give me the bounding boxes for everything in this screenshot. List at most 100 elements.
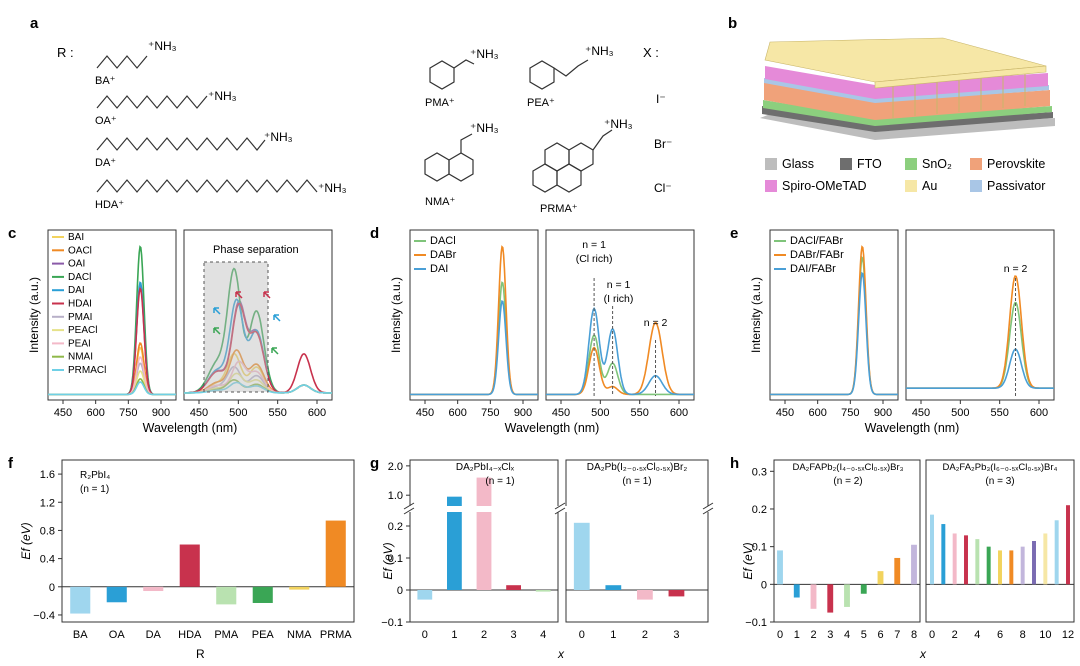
h2-bar-x4 bbox=[975, 539, 980, 585]
g-break-gap bbox=[404, 506, 716, 512]
d-right-x-ticklabel-3: 600 bbox=[670, 407, 688, 419]
d-annot-n2: n = 2 bbox=[644, 317, 668, 329]
c-arrow-0 bbox=[213, 307, 221, 315]
h1-xticklabel-6: 6 bbox=[877, 629, 883, 641]
legend-label-3: Perovskite bbox=[987, 157, 1045, 171]
e-series-dacl-fabr bbox=[770, 255, 898, 396]
bar-panels: 1.6 1.2 0.8 0.4 0 −0.4 Ef (eV) BA OA DA HDA PMA PEA N… bbox=[19, 459, 1075, 641]
d-right-x-ticklabel-1: 500 bbox=[591, 407, 609, 419]
h1-xticklabel-1: 1 bbox=[794, 629, 800, 641]
g-right-title: DA₂Pb(I₂₋₀.₅ₓCl₀.₅ₓ)Br₂ bbox=[587, 462, 688, 473]
g-left-n: (n = 1) bbox=[485, 476, 514, 487]
e-right-x-ticklabel-0: 450 bbox=[912, 407, 930, 419]
e-zoom-series-dabr-fabr bbox=[906, 275, 1054, 389]
da-amine-group: ⁺NH₃ bbox=[264, 130, 293, 144]
pea-amine-group: ⁺NH₃ bbox=[585, 44, 614, 58]
f-bar-ba bbox=[70, 586, 91, 614]
d-right-axes bbox=[545, 229, 695, 401]
h2-bar-x11 bbox=[1054, 520, 1059, 585]
c-right-axes bbox=[183, 229, 333, 401]
prma-amine-group: ⁺NH₃ bbox=[604, 117, 633, 131]
f-yticklabel-4: 0 bbox=[49, 582, 55, 594]
d-right-x-ticklabel-0: 450 bbox=[552, 407, 570, 419]
h1-xticklabel-3: 3 bbox=[827, 629, 833, 641]
c-legend-label-5: HDAI bbox=[68, 299, 92, 310]
e-xlabel: Wavelength (nm) bbox=[865, 421, 960, 435]
device-legend: Glass FTO SnO₂ Perovskite Spiro-OMeTAD Au Pass… bbox=[765, 157, 1045, 193]
c-legend-label-9: NMAI bbox=[68, 352, 93, 363]
c-left-x-ticklabel-0: 450 bbox=[54, 407, 72, 419]
pma-link bbox=[453, 59, 475, 69]
c-left-x-ticklabel-1: 600 bbox=[86, 407, 104, 419]
panel-letter-e: e bbox=[730, 225, 738, 242]
g-axes-1 bbox=[565, 459, 709, 623]
oa-cation-label: OA⁺ bbox=[95, 115, 117, 127]
h1-bar-x3 bbox=[827, 584, 834, 613]
g-yticklabel-2: 0.2 bbox=[388, 521, 403, 533]
device-au-front bbox=[874, 65, 1047, 89]
legend-swatch-glass bbox=[765, 158, 777, 170]
g-xlabel: x bbox=[557, 647, 565, 661]
f-bar-pea bbox=[252, 586, 273, 603]
h1-bar-x1 bbox=[793, 584, 800, 598]
h2-bar-x5 bbox=[986, 546, 991, 585]
h2-xticklabel-10: 10 bbox=[1039, 629, 1051, 641]
g1-xticklabel-1: 1 bbox=[451, 629, 457, 641]
e-legend-label-0: DACl/FABr bbox=[790, 235, 844, 247]
da-chain-structure bbox=[96, 137, 266, 151]
e-legend-label-1: DABr/FABr bbox=[790, 249, 844, 261]
f-xticklabel-pma: PMA bbox=[214, 629, 239, 641]
e-zoom-series-dai-fabr bbox=[906, 348, 1054, 389]
nma-cation-label: NMA⁺ bbox=[425, 196, 455, 208]
h1-xticklabel-7: 7 bbox=[894, 629, 900, 641]
f-xticklabel-nma: NMA bbox=[287, 629, 312, 641]
c-legend-label-4: DAI bbox=[68, 285, 85, 296]
g2-xticklabel-1: 1 bbox=[610, 629, 616, 641]
prma-cation-label: PRMA⁺ bbox=[540, 203, 578, 215]
d-legend-label-0: DACl bbox=[430, 235, 456, 247]
d-legend-label-2: DAI bbox=[430, 263, 448, 275]
d-left-x-ticklabel-1: 600 bbox=[448, 407, 466, 419]
legend-label-0: Glass bbox=[782, 157, 814, 171]
d-left-axes bbox=[409, 229, 539, 401]
c-right-x-ticklabel-0: 450 bbox=[190, 407, 208, 419]
h-yticklabel-4: −0.1 bbox=[745, 617, 767, 629]
nma-ring-b bbox=[448, 152, 474, 182]
e-right-axes bbox=[905, 229, 1055, 401]
h1-bar-x4 bbox=[844, 584, 850, 607]
c-legend-label-10: PRMACl bbox=[68, 365, 106, 376]
h1-xticklabel-5: 5 bbox=[861, 629, 867, 641]
nma-amine-group: ⁺NH₃ bbox=[470, 121, 499, 135]
h2-xticklabel-8: 8 bbox=[1020, 629, 1026, 641]
g-yticklabel-1: 1.0 bbox=[388, 490, 403, 502]
legend-label-1: FTO bbox=[857, 157, 882, 171]
oa-amine-group: ⁺NH₃ bbox=[208, 89, 237, 103]
prma-ring-a bbox=[544, 142, 570, 172]
e-left-x-ticklabel-1: 600 bbox=[808, 407, 826, 419]
c-legend-label-2: OAI bbox=[68, 259, 85, 270]
d-left-x-ticklabel-2: 750 bbox=[481, 407, 499, 419]
prma-ring-c bbox=[532, 163, 558, 193]
e-left-axes bbox=[769, 229, 899, 401]
e-right-x-ticklabel-3: 600 bbox=[1030, 407, 1048, 419]
f-subtitle-n: (n = 1) bbox=[80, 484, 109, 495]
f-xticklabel-prma: PRMA bbox=[320, 629, 352, 641]
c-legend-label-7: PEACl bbox=[68, 325, 97, 336]
e-right-x-ticklabel-1: 500 bbox=[951, 407, 969, 419]
d-legend-label-1: DABr bbox=[430, 249, 457, 261]
c-legend-label-1: OACl bbox=[68, 245, 92, 256]
h1-bar-x6 bbox=[877, 571, 884, 585]
f-xticklabel-pea: PEA bbox=[252, 629, 275, 641]
h1-xticklabel-4: 4 bbox=[844, 629, 850, 641]
c-right-x-ticklabel-1: 500 bbox=[229, 407, 247, 419]
g-yticklabel-5: −0.1 bbox=[381, 617, 403, 629]
oa-chain-structure bbox=[96, 95, 208, 109]
h-axes-1 bbox=[925, 459, 1075, 623]
g2-bar-x3 bbox=[668, 590, 685, 597]
anion-chloride: Cl⁻ bbox=[654, 181, 672, 195]
g-axes-0 bbox=[409, 459, 559, 623]
d-left-x-ticklabel-0: 450 bbox=[416, 407, 434, 419]
f-yticklabel-2: 0.8 bbox=[40, 525, 55, 537]
h2-xticklabel-4: 4 bbox=[974, 629, 980, 641]
